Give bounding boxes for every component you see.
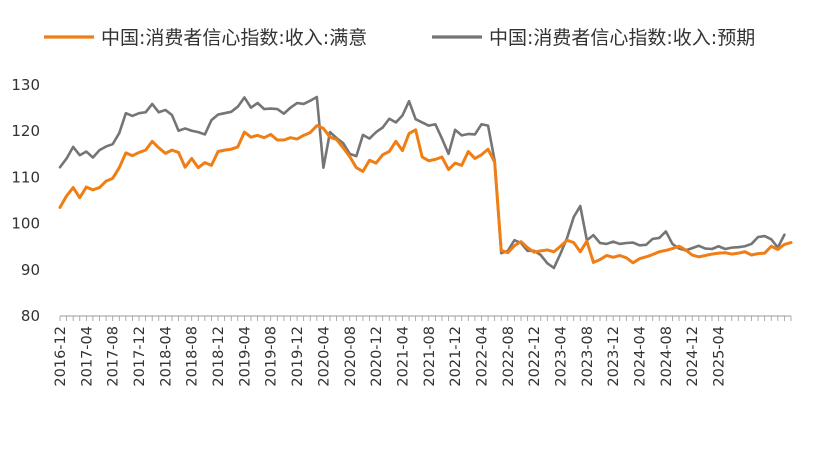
x-tick-label: 2019-12: [290, 326, 306, 387]
x-tick-label: 2018-08: [185, 326, 201, 387]
series-lines: [58, 95, 793, 270]
x-tick-label: 2024-04: [633, 326, 649, 387]
x-tick-label: 2022-12: [527, 326, 543, 387]
series-line-satisfaction: [58, 124, 793, 265]
x-tick-label: 2018-04: [158, 326, 174, 387]
y-tick-label: 90: [21, 261, 40, 279]
y-axis-ticks: 80 90 100 110 120 130: [11, 76, 40, 325]
x-tick-label: 2021-12: [448, 326, 464, 387]
x-tick-label: 2020-04: [316, 326, 332, 387]
series-line-expectation: [58, 95, 786, 270]
x-axis-tick-marks: [59, 316, 792, 321]
x-tick-label: 2021-08: [422, 326, 438, 387]
legend-label-expectation: 中国:消费者信心指数:收入:预期: [489, 27, 755, 49]
y-tick-label: 110: [11, 168, 40, 186]
x-tick-label: 2020-12: [369, 326, 385, 387]
x-tick-label: 2023-12: [606, 326, 622, 387]
x-tick-label: 2022-08: [501, 326, 517, 387]
x-tick-label: 2022-04: [474, 326, 490, 387]
y-tick-label: 100: [11, 215, 40, 233]
legend: 中国:消费者信心指数:收入:满意 中国:消费者信心指数:收入:预期: [44, 27, 755, 49]
x-tick-label: 2023-04: [554, 326, 570, 387]
x-tick-label: 2017-04: [79, 326, 95, 387]
x-tick-label: 2023-08: [580, 326, 596, 387]
x-axis-ticks: 2016-12 2017-04 2017-08 2017-12 2018-04 2018-…: [53, 326, 728, 387]
x-tick-label: 2017-12: [132, 326, 148, 387]
x-tick-label: 2025-04: [712, 326, 728, 387]
x-tick-label: 2019-08: [264, 326, 280, 387]
legend-label-satisfaction: 中国:消费者信心指数:收入:满意: [101, 27, 367, 49]
x-tick-label: 2018-12: [211, 326, 227, 387]
x-tick-label: 2019-04: [237, 326, 253, 387]
y-tick-label: 120: [11, 122, 40, 140]
x-tick-label: 2024-12: [685, 326, 701, 387]
x-tick-label: 2024-08: [659, 326, 675, 387]
x-tick-label: 2017-08: [106, 326, 122, 387]
x-tick-label: 2021-04: [395, 326, 411, 387]
y-tick-label: 130: [11, 76, 40, 94]
y-tick-label: 80: [21, 307, 40, 325]
x-tick-label: 2020-08: [343, 326, 359, 387]
x-tick-label: 2016-12: [53, 326, 69, 387]
